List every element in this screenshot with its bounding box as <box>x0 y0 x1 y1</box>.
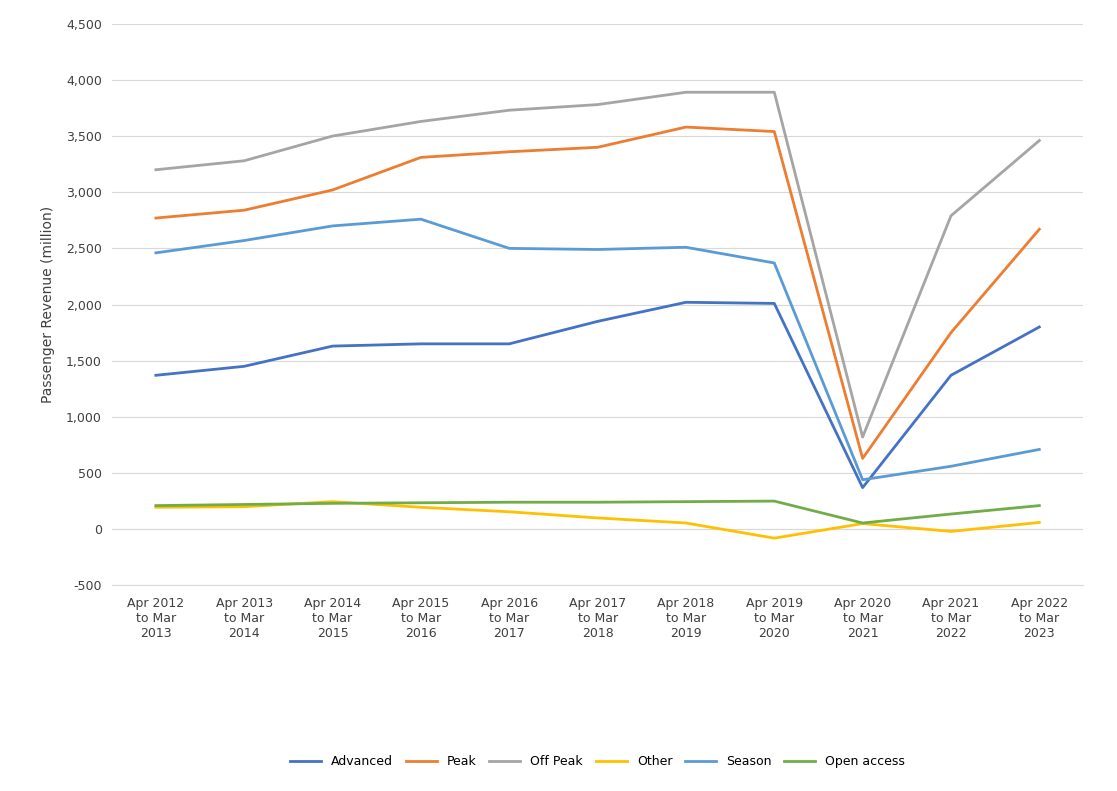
Advanced <box>679 297 693 307</box>
Season <box>326 221 340 231</box>
Y-axis label: Passenger Revenue (million): Passenger Revenue (million) <box>41 206 55 403</box>
Open access <box>150 501 163 510</box>
Peak <box>238 206 251 215</box>
Open access <box>767 497 781 506</box>
Open access <box>856 518 869 528</box>
Other <box>679 518 693 528</box>
Other <box>944 527 957 536</box>
Line: Other: Other <box>156 501 1039 538</box>
Open access <box>591 498 604 507</box>
Season <box>1032 445 1046 454</box>
Peak <box>414 153 428 162</box>
Other <box>1032 517 1046 527</box>
Season <box>414 214 428 224</box>
Other <box>503 507 516 517</box>
Peak <box>326 185 340 195</box>
Season <box>679 243 693 252</box>
Peak <box>679 123 693 132</box>
Other <box>767 533 781 543</box>
Peak <box>767 127 781 136</box>
Season <box>856 475 869 485</box>
Off Peak <box>591 100 604 109</box>
Open access <box>503 498 516 507</box>
Other <box>238 502 251 512</box>
Peak <box>591 142 604 152</box>
Other <box>591 513 604 523</box>
Advanced <box>150 370 163 380</box>
Open access <box>414 498 428 508</box>
Open access <box>238 500 251 509</box>
Off Peak <box>326 131 340 141</box>
Advanced <box>591 316 604 326</box>
Open access <box>679 497 693 506</box>
Off Peak <box>944 211 957 221</box>
Advanced <box>503 339 516 349</box>
Off Peak <box>503 105 516 115</box>
Open access <box>326 498 340 508</box>
Off Peak <box>679 88 693 97</box>
Line: Peak: Peak <box>156 127 1039 459</box>
Peak <box>150 214 163 223</box>
Peak <box>944 327 957 337</box>
Season <box>767 258 781 267</box>
Line: Advanced: Advanced <box>156 302 1039 487</box>
Open access <box>1032 501 1046 510</box>
Other <box>326 497 340 506</box>
Peak <box>856 454 869 464</box>
Advanced <box>944 370 957 380</box>
Line: Season: Season <box>156 219 1039 480</box>
Season <box>503 244 516 253</box>
Off Peak <box>856 433 869 442</box>
Season <box>944 461 957 471</box>
Line: Open access: Open access <box>156 501 1039 523</box>
Season <box>238 236 251 245</box>
Advanced <box>238 361 251 371</box>
Other <box>150 502 163 512</box>
Season <box>591 244 604 254</box>
Advanced <box>1032 322 1046 331</box>
Other <box>414 502 428 512</box>
Advanced <box>414 339 428 349</box>
Advanced <box>767 299 781 308</box>
Other <box>856 519 869 528</box>
Advanced <box>326 342 340 351</box>
Peak <box>503 147 516 157</box>
Off Peak <box>150 165 163 175</box>
Open access <box>944 509 957 519</box>
Off Peak <box>1032 136 1046 146</box>
Line: Off Peak: Off Peak <box>156 93 1039 437</box>
Off Peak <box>767 88 781 97</box>
Season <box>150 248 163 258</box>
Peak <box>1032 225 1046 234</box>
Off Peak <box>414 117 428 127</box>
Off Peak <box>238 156 251 165</box>
Advanced <box>856 483 869 492</box>
Legend: Advanced, Peak, Off Peak, Other, Season, Open access: Advanced, Peak, Off Peak, Other, Season,… <box>284 749 911 774</box>
